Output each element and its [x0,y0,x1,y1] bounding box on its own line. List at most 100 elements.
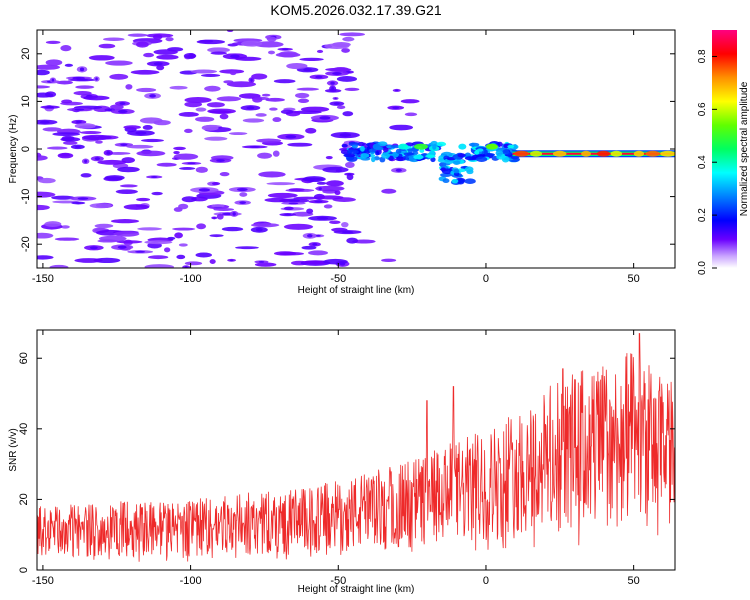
spectrogram-noise-blob [219,171,230,177]
spectrogram-echo-blob [375,151,380,156]
spectrogram-noise-blob [110,219,140,224]
spectrogram-noise-blob [123,204,150,210]
spectrogram-echo-blob [368,148,377,153]
spectrogram-echo-blob [432,144,437,150]
spectrogram-noise-blob [334,190,341,195]
spectrogram-x-tick-label: 50 [628,273,640,285]
spectrogram-echo-blob [351,144,358,149]
spectrogram-echo-blob [340,149,350,155]
spectrogram-noise-core [79,67,85,72]
spectrogram-noise-core [392,106,400,110]
spectrogram-noise-blob [74,258,103,263]
spectrogram-noise-blob [172,227,196,231]
spectrogram-noise-core [306,234,313,238]
spectrogram-echo-blob [476,148,484,152]
spectrogram-noise-blob [173,153,199,160]
spectrogram-noise-blob [119,184,138,188]
spectrogram-noise-blob [144,240,173,245]
spectrogram-noise-blob [181,196,197,203]
spectrogram-noise-blob [141,138,164,143]
spectrogram-noise-core [282,48,289,51]
spectrogram-noise-blob [381,188,397,194]
spectrogram-x-tick-label: -50 [330,273,346,285]
spectrogram-echo-trace [339,140,675,185]
spectrogram-noise-blob [204,136,228,141]
spectrogram-noise-core [315,234,321,237]
spectrogram-noise-core [288,199,301,203]
spectrogram-echo-band-highlight [645,150,660,157]
snr-x-axis: -150 -100 -50 0 50 [32,330,640,587]
spectrogram-echo-blob [457,153,466,158]
spectrogram-echo-band-highlight [530,150,543,157]
spectrogram-noise-core [303,68,312,72]
spectrogram-noise-core [76,77,82,80]
spectrogram-noise-blob [195,252,212,258]
spectrogram-noise-blob [142,124,153,130]
spectrogram-echo-blob [383,148,389,153]
spectrogram-noise-blob [75,85,95,89]
spectrogram-noise-blob [49,264,69,268]
spectrogram-noise-core [395,89,399,92]
spectrogram-echo-blob [388,155,394,161]
spectrogram-noise-blob [332,67,350,72]
spectrogram-noise-blob [229,70,237,76]
spectrogram-noise-core [187,162,196,165]
spectrogram-noise-blob [381,258,397,263]
colorbar-tick-label: 0.2 [697,208,708,222]
spectrogram-echo-blob [453,172,460,176]
spectrogram-noise-blob [38,177,56,184]
spectrogram-noise-blob [74,123,96,129]
spectrogram-noise-core [285,134,297,139]
spectrogram-noise-core [332,72,342,75]
spectrogram-echo-blob [452,160,461,165]
spectrogram-noise-blob [323,204,333,209]
spectrogram-noise-core [94,157,100,161]
spectrogram-noise-blob [42,127,62,132]
spectrogram-noise-blob [316,181,327,185]
spectrogram-echo-blob [453,168,460,174]
spectrogram-echo-blob [436,141,447,147]
spectrogram-noise-blob [280,109,294,115]
spectrogram-noise-blob [196,223,207,230]
spectrogram-echo-blob [464,178,476,184]
spectrogram-noise-blob [297,98,310,104]
spectrogram-noise-core [75,120,82,124]
spectrogram-noise-core [75,145,81,149]
spectrogram-noise-core [119,102,126,105]
spectrogram-noise-blob [293,110,322,114]
spectrogram-noise-blob [241,40,263,47]
spectrogram-noise-blob [242,118,265,123]
spectrogram-noise-blob [195,116,215,122]
spectrogram-noise-core [213,217,216,219]
spectrogram-noise-core [230,54,240,59]
spectrogram-noise-blob [207,108,237,114]
spectrogram-noise-blob [219,113,229,120]
spectrogram-noise-blob [294,92,310,99]
spectrogram-noise-blob [37,255,54,260]
spectrogram-y-tick-label: 20 [20,48,32,60]
spectrogram-noise-blob [272,150,280,157]
spectrogram-noise-blob [266,36,277,42]
snr-y-tick-label: 0 [18,567,30,573]
spectrogram-noise-blob [139,117,163,124]
spectrogram-echo-blob [381,152,390,159]
spectrogram-noise-blob [178,203,189,210]
spectrogram-noise-blob [296,87,320,91]
snr-frame [36,329,676,571]
spectrogram-noise-blob [81,134,112,141]
spectrogram-noise-blob [176,254,186,260]
spectrogram-echo-clump [485,143,498,150]
spectrogram-noise-blob [211,182,221,186]
spectrogram-echo-band-highlight [552,150,567,157]
spectrogram-noise-core [89,246,98,250]
spectrogram-noise-blob [273,79,296,84]
spectrogram-noise-blob [104,175,125,181]
spectrogram-noise-blob [184,128,193,134]
spectrogram-echo-blob [403,152,415,156]
spectrogram-echo-blob [419,148,425,153]
spectrogram-noise-blob [265,97,285,102]
snr-x-label: Height of straight line (km) [298,584,415,595]
spectrogram-noise-blob [109,73,129,80]
spectrogram-noise-blob [88,55,115,61]
